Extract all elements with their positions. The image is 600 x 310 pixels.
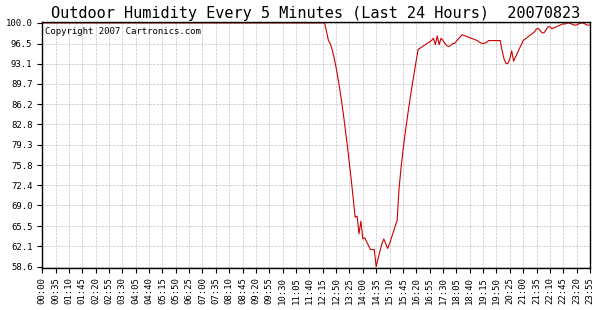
Title: Outdoor Humidity Every 5 Minutes (Last 24 Hours)  20070823: Outdoor Humidity Every 5 Minutes (Last 2…: [52, 6, 581, 20]
Text: Copyright 2007 Cartronics.com: Copyright 2007 Cartronics.com: [45, 27, 201, 36]
